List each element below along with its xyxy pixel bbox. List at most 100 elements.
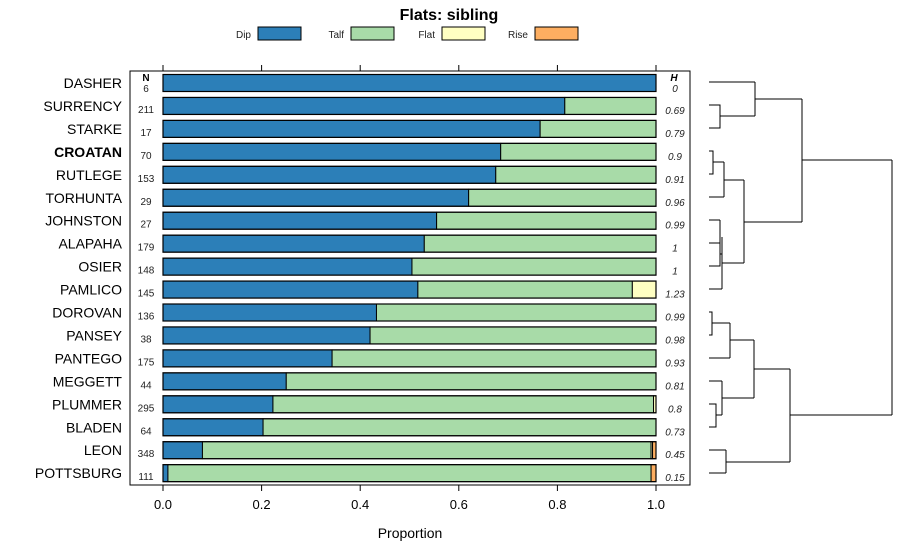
n-value: 38 (140, 334, 152, 345)
n-value: 148 (138, 266, 155, 277)
category-label: LEON (84, 442, 122, 458)
top-axis-ticks (162, 65, 657, 71)
bar-segment-dip (162, 96, 566, 115)
category-label: ALAPAHA (58, 236, 122, 252)
dendrogram-branch (709, 104, 721, 129)
h-value: 0.8 (668, 404, 682, 415)
category-label: SURRENCY (43, 98, 122, 114)
bar-outline (162, 257, 657, 276)
category-label: PANSEY (66, 327, 122, 343)
n-value: 44 (140, 380, 152, 391)
bar-outline (162, 73, 657, 93)
legend-swatch-rise (534, 26, 579, 41)
bar-outline (162, 395, 657, 414)
bar-segment-dip (162, 234, 425, 253)
bar-segment-talf (369, 326, 657, 345)
bar-segment-dip (162, 326, 371, 345)
bar-segment-dip (162, 372, 287, 391)
bar-outline (162, 418, 657, 437)
bar-segment-dip (162, 257, 413, 276)
bars-group (162, 73, 657, 483)
bar-row-pamlico (162, 280, 657, 299)
dendrogram-branch (709, 242, 721, 267)
bar-row-starke (162, 119, 657, 139)
bar-segment-talf (417, 280, 633, 299)
legend-label-rise: Rise (508, 30, 528, 41)
x-axis: 0.0 0.2 0.4 0.6 0.8 1.0 (154, 485, 665, 512)
h-value: 1 (672, 267, 678, 278)
category-label: PAMLICO (60, 282, 122, 298)
bar-outline (162, 142, 657, 161)
bar-row-plummer (162, 395, 657, 414)
bar-segment-talf (500, 142, 657, 161)
bar-segment-talf (423, 234, 657, 253)
category-label: OSIER (78, 259, 122, 275)
bar-segment-dip (162, 165, 497, 184)
chart-title: Flats: sibling (400, 7, 499, 24)
n-value: 145 (138, 289, 155, 300)
n-value: 6 (143, 84, 149, 95)
category-label: MEGGETT (53, 373, 123, 389)
bar-row-pansey (162, 326, 657, 345)
category-label: DASHER (64, 75, 122, 91)
h-column: 0 0.69 0.79 0.9 0.91 0.96 0.99 1 1 1.23 0.99 0.98 0.… (665, 84, 685, 484)
category-label: TORHUNTA (46, 190, 123, 206)
n-value: 348 (138, 449, 155, 460)
bar-row-meggett (162, 372, 657, 391)
bar-outline (162, 119, 657, 139)
bar-segment-talf (201, 441, 652, 460)
bar-segment-talf (272, 395, 655, 414)
n-value: 136 (138, 312, 155, 323)
bar-segment-dip (162, 441, 203, 460)
h-value: 0 (672, 84, 678, 95)
bar-outline (162, 372, 657, 391)
bar-outline (162, 96, 657, 116)
bar-segment-dip (162, 74, 657, 92)
bar-segment-talf (331, 349, 657, 368)
n-value: 27 (140, 220, 152, 231)
bar-row-pottsburg (162, 464, 657, 483)
x-tick-label: 0.6 (450, 497, 468, 512)
legend-label-dip: Dip (236, 30, 251, 41)
bar-row-osier (162, 257, 657, 276)
x-tick-label: 1.0 (647, 497, 665, 512)
n-value: 70 (140, 151, 152, 162)
bar-outline (162, 165, 657, 184)
category-label: PANTEGO (55, 350, 123, 366)
bar-segment-talf (436, 211, 657, 230)
bar-segment-dip (162, 211, 438, 230)
bar-segment-dip (162, 464, 169, 483)
bar-outline (162, 188, 657, 207)
bar-outline (162, 326, 657, 345)
h-value: 0.79 (665, 129, 685, 140)
bar-outline (162, 349, 657, 368)
bar-row-croatan (162, 142, 657, 161)
legend-swatch-flat (441, 26, 486, 41)
bar-segment-dip (162, 280, 419, 299)
bar-row-surrency (162, 96, 657, 116)
bar-outline (162, 280, 657, 299)
bar-row-leon (162, 441, 657, 460)
bar-segment-talf (375, 303, 657, 322)
bar-segment-dip (162, 188, 470, 207)
bar-row-dasher (162, 73, 657, 93)
h-value: 0.69 (665, 106, 685, 117)
dendrogram-branch (709, 82, 755, 114)
x-tick-label: 0.8 (548, 497, 566, 512)
n-value: 153 (138, 174, 155, 185)
bar-segment-talf (495, 165, 657, 184)
n-value: 17 (140, 128, 152, 139)
bar-outline (162, 234, 657, 253)
h-value: 0.99 (665, 313, 685, 324)
bar-row-rutlege (162, 165, 657, 184)
category-label: RUTLEGE (56, 167, 122, 183)
bar-outline (162, 211, 657, 230)
bar-segment-talf (285, 372, 657, 391)
h-value: 0.15 (665, 473, 685, 484)
bar-segment-talf (167, 464, 652, 483)
x-tick-label: 0.0 (154, 497, 172, 512)
dendrogram-branch (709, 403, 717, 428)
n-column-header: N (142, 73, 149, 84)
category-label: STARKE (67, 121, 122, 137)
